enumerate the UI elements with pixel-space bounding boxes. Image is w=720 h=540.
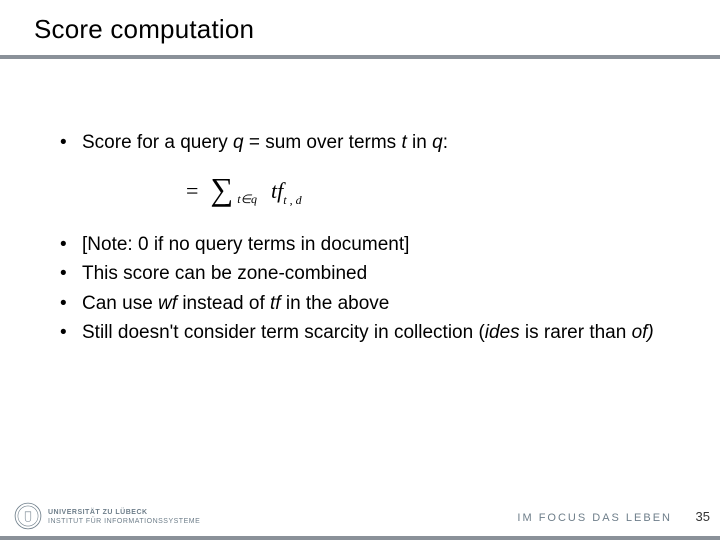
bullet-list: Score for a query q = sum over terms t i… [56, 129, 680, 157]
b3-post: in the above [281, 293, 390, 314]
page-number: 35 [696, 509, 710, 524]
bullet-scarcity: Still doesn't consider term scarcity in … [56, 319, 680, 347]
tf-subscript: t , d [283, 193, 301, 207]
formula-tf: tft , d [271, 178, 302, 204]
b3-wf: wf [158, 293, 177, 314]
footer-content: UNIVERSITÄT ZU LÜBECK INSTITUT FÜR INFOR… [0, 496, 720, 536]
bullet-wf: Can use wf instead of tf in the above [56, 290, 680, 318]
university-text: UNIVERSITÄT ZU LÜBECK INSTITUT FÜR INFOR… [48, 509, 200, 526]
uni-line2: INSTITUT FÜR INFORMATIONSSYSTEME [48, 518, 200, 526]
content-area: Score for a query q = sum over terms t i… [0, 59, 720, 347]
university-seal-icon [14, 502, 42, 530]
slide: Score computation Score for a query q = … [0, 0, 720, 540]
b3-tf: tf [270, 293, 281, 314]
sigma-subscript: t∈q [237, 192, 257, 207]
slide-title: Score computation [34, 14, 720, 45]
b4-of: of) [632, 322, 654, 343]
tf-text: tf [271, 178, 283, 203]
footer-slogan: IM FOCUS DAS LEBEN [517, 512, 672, 524]
formula: = ∑ t∈q tft , d [56, 159, 680, 210]
b3-mid: instead of [177, 293, 270, 314]
b3-pre: Can use [82, 293, 158, 314]
b4-pre: Still doesn't consider term scarcity in … [82, 322, 485, 343]
formula-row: = ∑ t∈q tft , d [56, 159, 680, 231]
title-area: Score computation [0, 0, 720, 45]
b4-mid: is rarer than [520, 322, 632, 343]
sigma-symbol: ∑ [210, 171, 233, 208]
b4-ides: ides [485, 322, 520, 343]
bullet-list-2: [Note: 0 if no query terms in document] … [56, 231, 680, 347]
footer-divider [0, 536, 720, 540]
bullet-intro-text: Score for a query q = sum over terms t i… [82, 132, 448, 153]
formula-equals: = [186, 178, 198, 204]
uni-line1: UNIVERSITÄT ZU LÜBECK [48, 509, 200, 517]
footer: UNIVERSITÄT ZU LÜBECK INSTITUT FÜR INFOR… [0, 496, 720, 540]
bullet-zone: This score can be zone-combined [56, 260, 680, 288]
bullet-intro: Score for a query q = sum over terms t i… [56, 129, 680, 157]
bullet-note: [Note: 0 if no query terms in document] [56, 231, 680, 259]
